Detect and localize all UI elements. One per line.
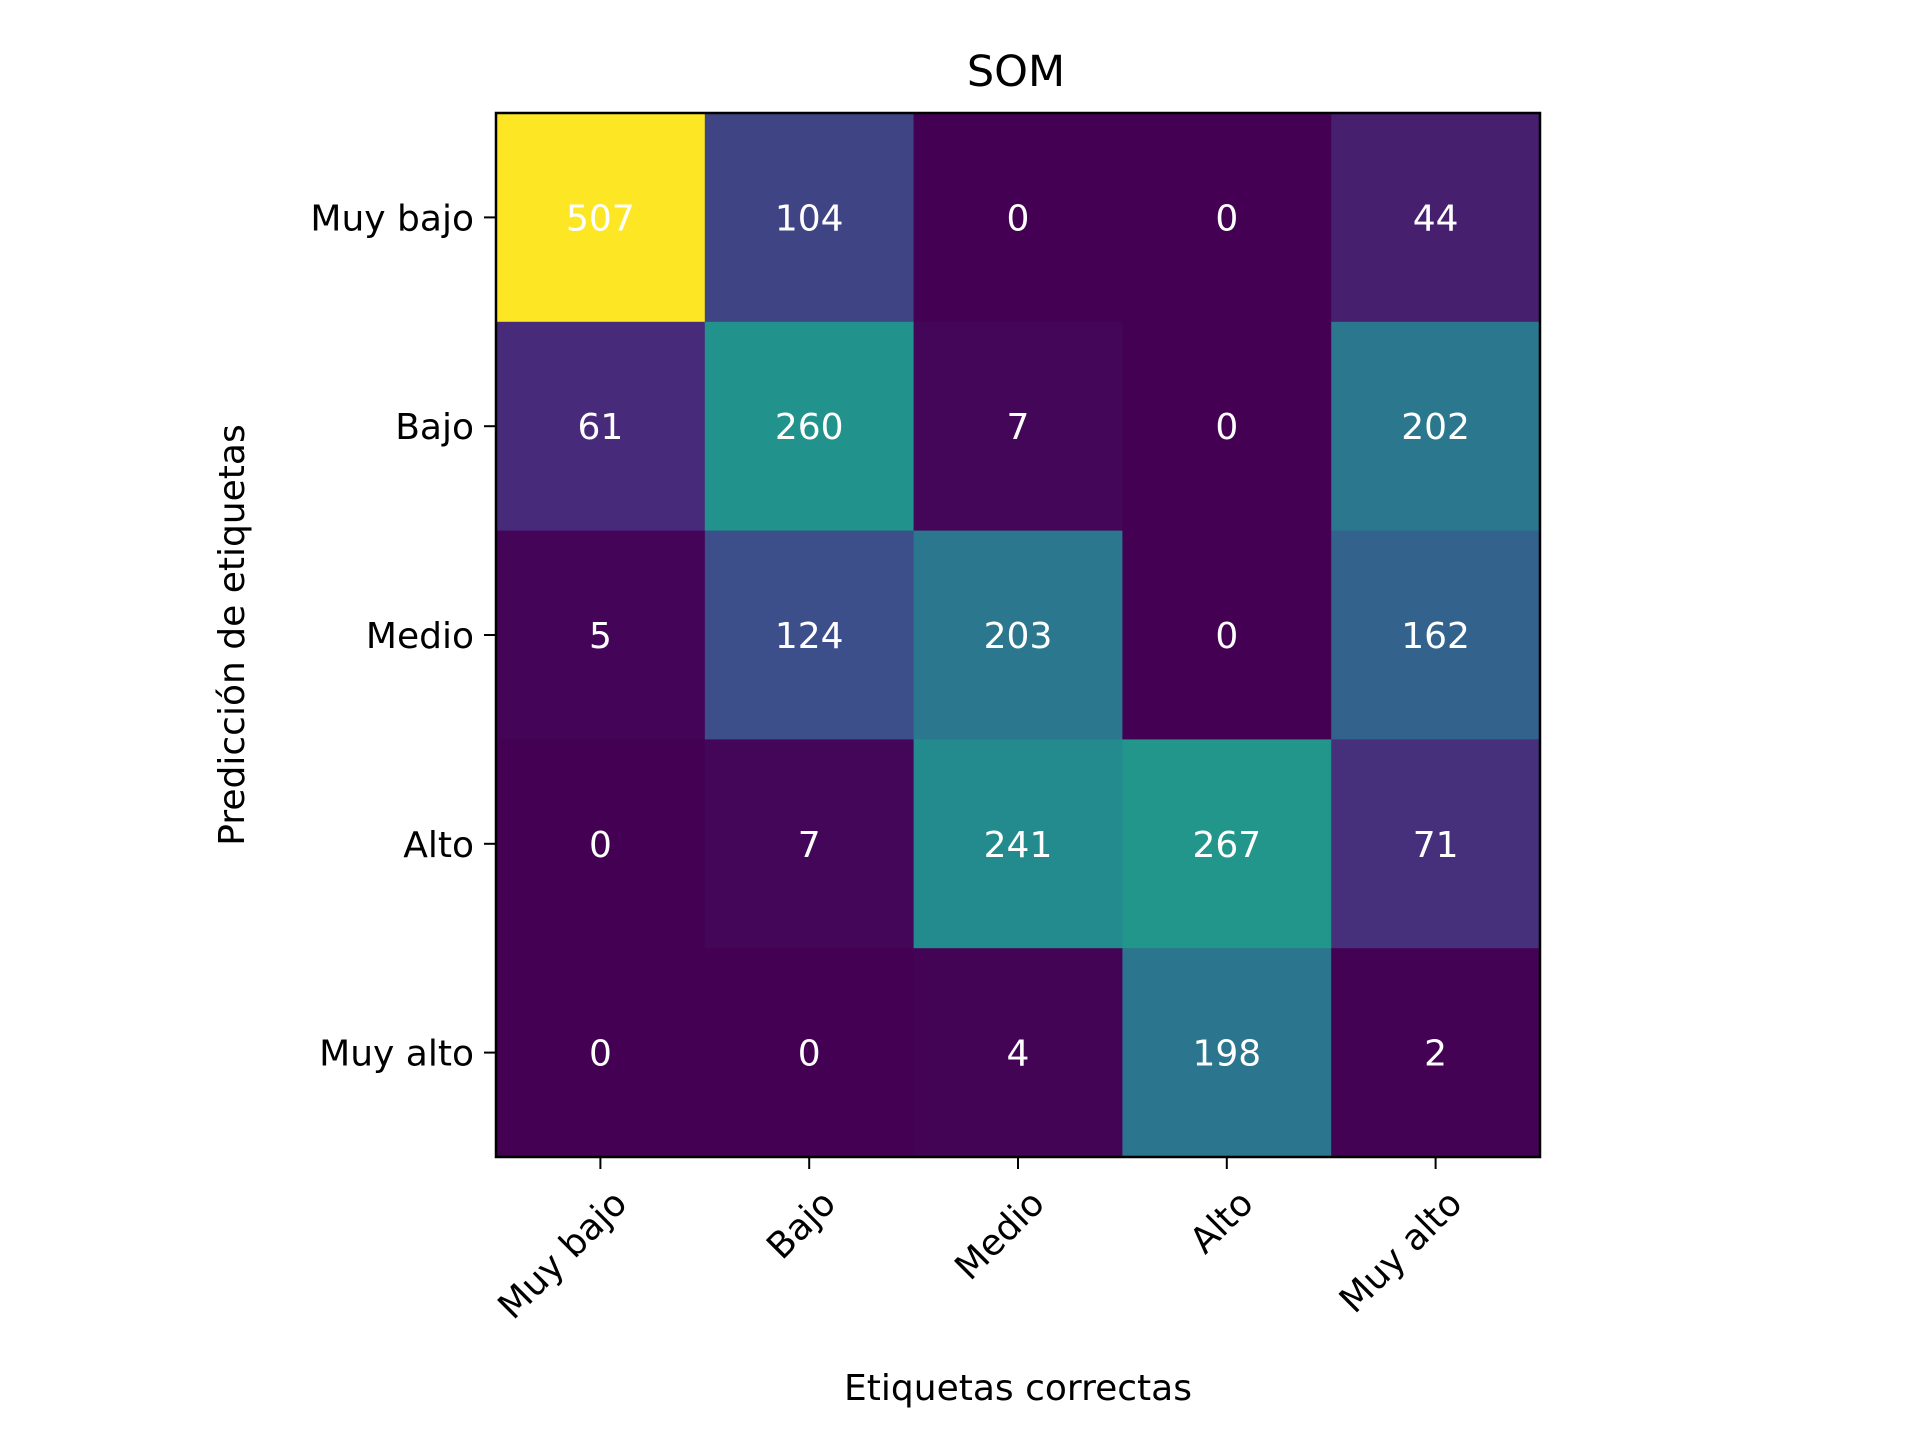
heatmap-cell [1122, 948, 1332, 1158]
heatmap-cell [1122, 530, 1332, 740]
x-tick-label: Alto [1183, 1183, 1262, 1262]
heatmap-cell [1331, 530, 1541, 740]
heatmap-cell [1331, 739, 1541, 949]
cell-value-label: 0 [1215, 616, 1238, 657]
cell-value-label: 0 [589, 1034, 612, 1075]
cell-value-label: 5 [589, 616, 612, 657]
heatmap-cell [704, 113, 915, 323]
cell-value-label: 124 [775, 616, 844, 657]
x-axis-label: Etiquetas correctas [844, 1368, 1192, 1409]
cell-value-label: 260 [775, 407, 844, 448]
cell-value-label: 71 [1413, 825, 1459, 866]
heatmap-cell [1331, 113, 1541, 323]
heatmap-cell [496, 739, 706, 949]
heatmap-cell [913, 321, 1123, 532]
x-tick-label: Muy alto [1332, 1183, 1470, 1321]
heatmap-cell [1331, 948, 1541, 1158]
heatmap-cell [704, 530, 915, 740]
heatmap-cells [496, 113, 1541, 1158]
cell-value-label: 0 [1215, 198, 1238, 239]
x-axis-ticks: Muy bajo Bajo Medio Alto Muy alto [490, 1157, 1470, 1327]
x-tick-label: Muy bajo [490, 1183, 635, 1328]
y-tick-label: Medio [366, 616, 474, 657]
cell-value-label: 7 [798, 825, 821, 866]
cell-value-label: 162 [1401, 616, 1470, 657]
cell-value-label: 198 [1192, 1034, 1261, 1075]
cell-value-label: 0 [1215, 407, 1238, 448]
heatmap-cell [704, 321, 915, 532]
y-tick-label: Bajo [395, 407, 474, 448]
y-tick-label: Muy alto [319, 1034, 474, 1075]
cell-value-label: 104 [775, 198, 844, 239]
y-tick-label: Alto [403, 825, 474, 866]
x-tick-label: Bajo [759, 1183, 844, 1268]
y-axis-label: Predicción de etiquetas [212, 424, 253, 845]
cell-value-label: 61 [577, 407, 623, 448]
cell-value-label: 4 [1007, 1034, 1030, 1075]
heatmap-cell [1331, 321, 1541, 532]
cell-value-label: 507 [566, 198, 635, 239]
cell-value-label: 7 [1007, 407, 1030, 448]
heatmap-cell [704, 948, 915, 1158]
chart-title: SOM [967, 47, 1065, 97]
heatmap-cell [1122, 321, 1332, 532]
heatmap-cell [496, 948, 706, 1158]
heatmap-cell [496, 321, 706, 532]
heatmap-cell-labels: 507 104 0 0 44 61 260 7 0 202 5 124 203 0 162 0 7 241 267 7… [566, 198, 1470, 1074]
cell-value-label: 241 [984, 825, 1053, 866]
cell-value-label: 202 [1401, 407, 1470, 448]
heatmap-cell [704, 739, 915, 949]
y-tick-label: Muy bajo [310, 198, 474, 239]
heatmap-cell [913, 530, 1123, 740]
cell-value-label: 0 [1007, 198, 1030, 239]
heatmap-cell [1122, 739, 1332, 949]
heatmap-cell [913, 948, 1123, 1158]
cell-value-label: 267 [1192, 825, 1261, 866]
cell-value-label: 2 [1424, 1034, 1447, 1075]
heatmap-cell [496, 113, 706, 323]
cell-value-label: 203 [984, 616, 1053, 657]
x-tick-label: Medio [947, 1183, 1052, 1288]
heatmap-cell [1122, 113, 1332, 323]
cell-value-label: 0 [798, 1034, 821, 1075]
heatmap-cell [496, 530, 706, 740]
cell-value-label: 44 [1413, 198, 1459, 239]
heatmap-cell [913, 113, 1123, 323]
heatmap-cell [913, 739, 1123, 949]
cell-value-label: 0 [589, 825, 612, 866]
y-axis-ticks: Muy bajo Bajo Medio Alto Muy alto [310, 198, 496, 1075]
